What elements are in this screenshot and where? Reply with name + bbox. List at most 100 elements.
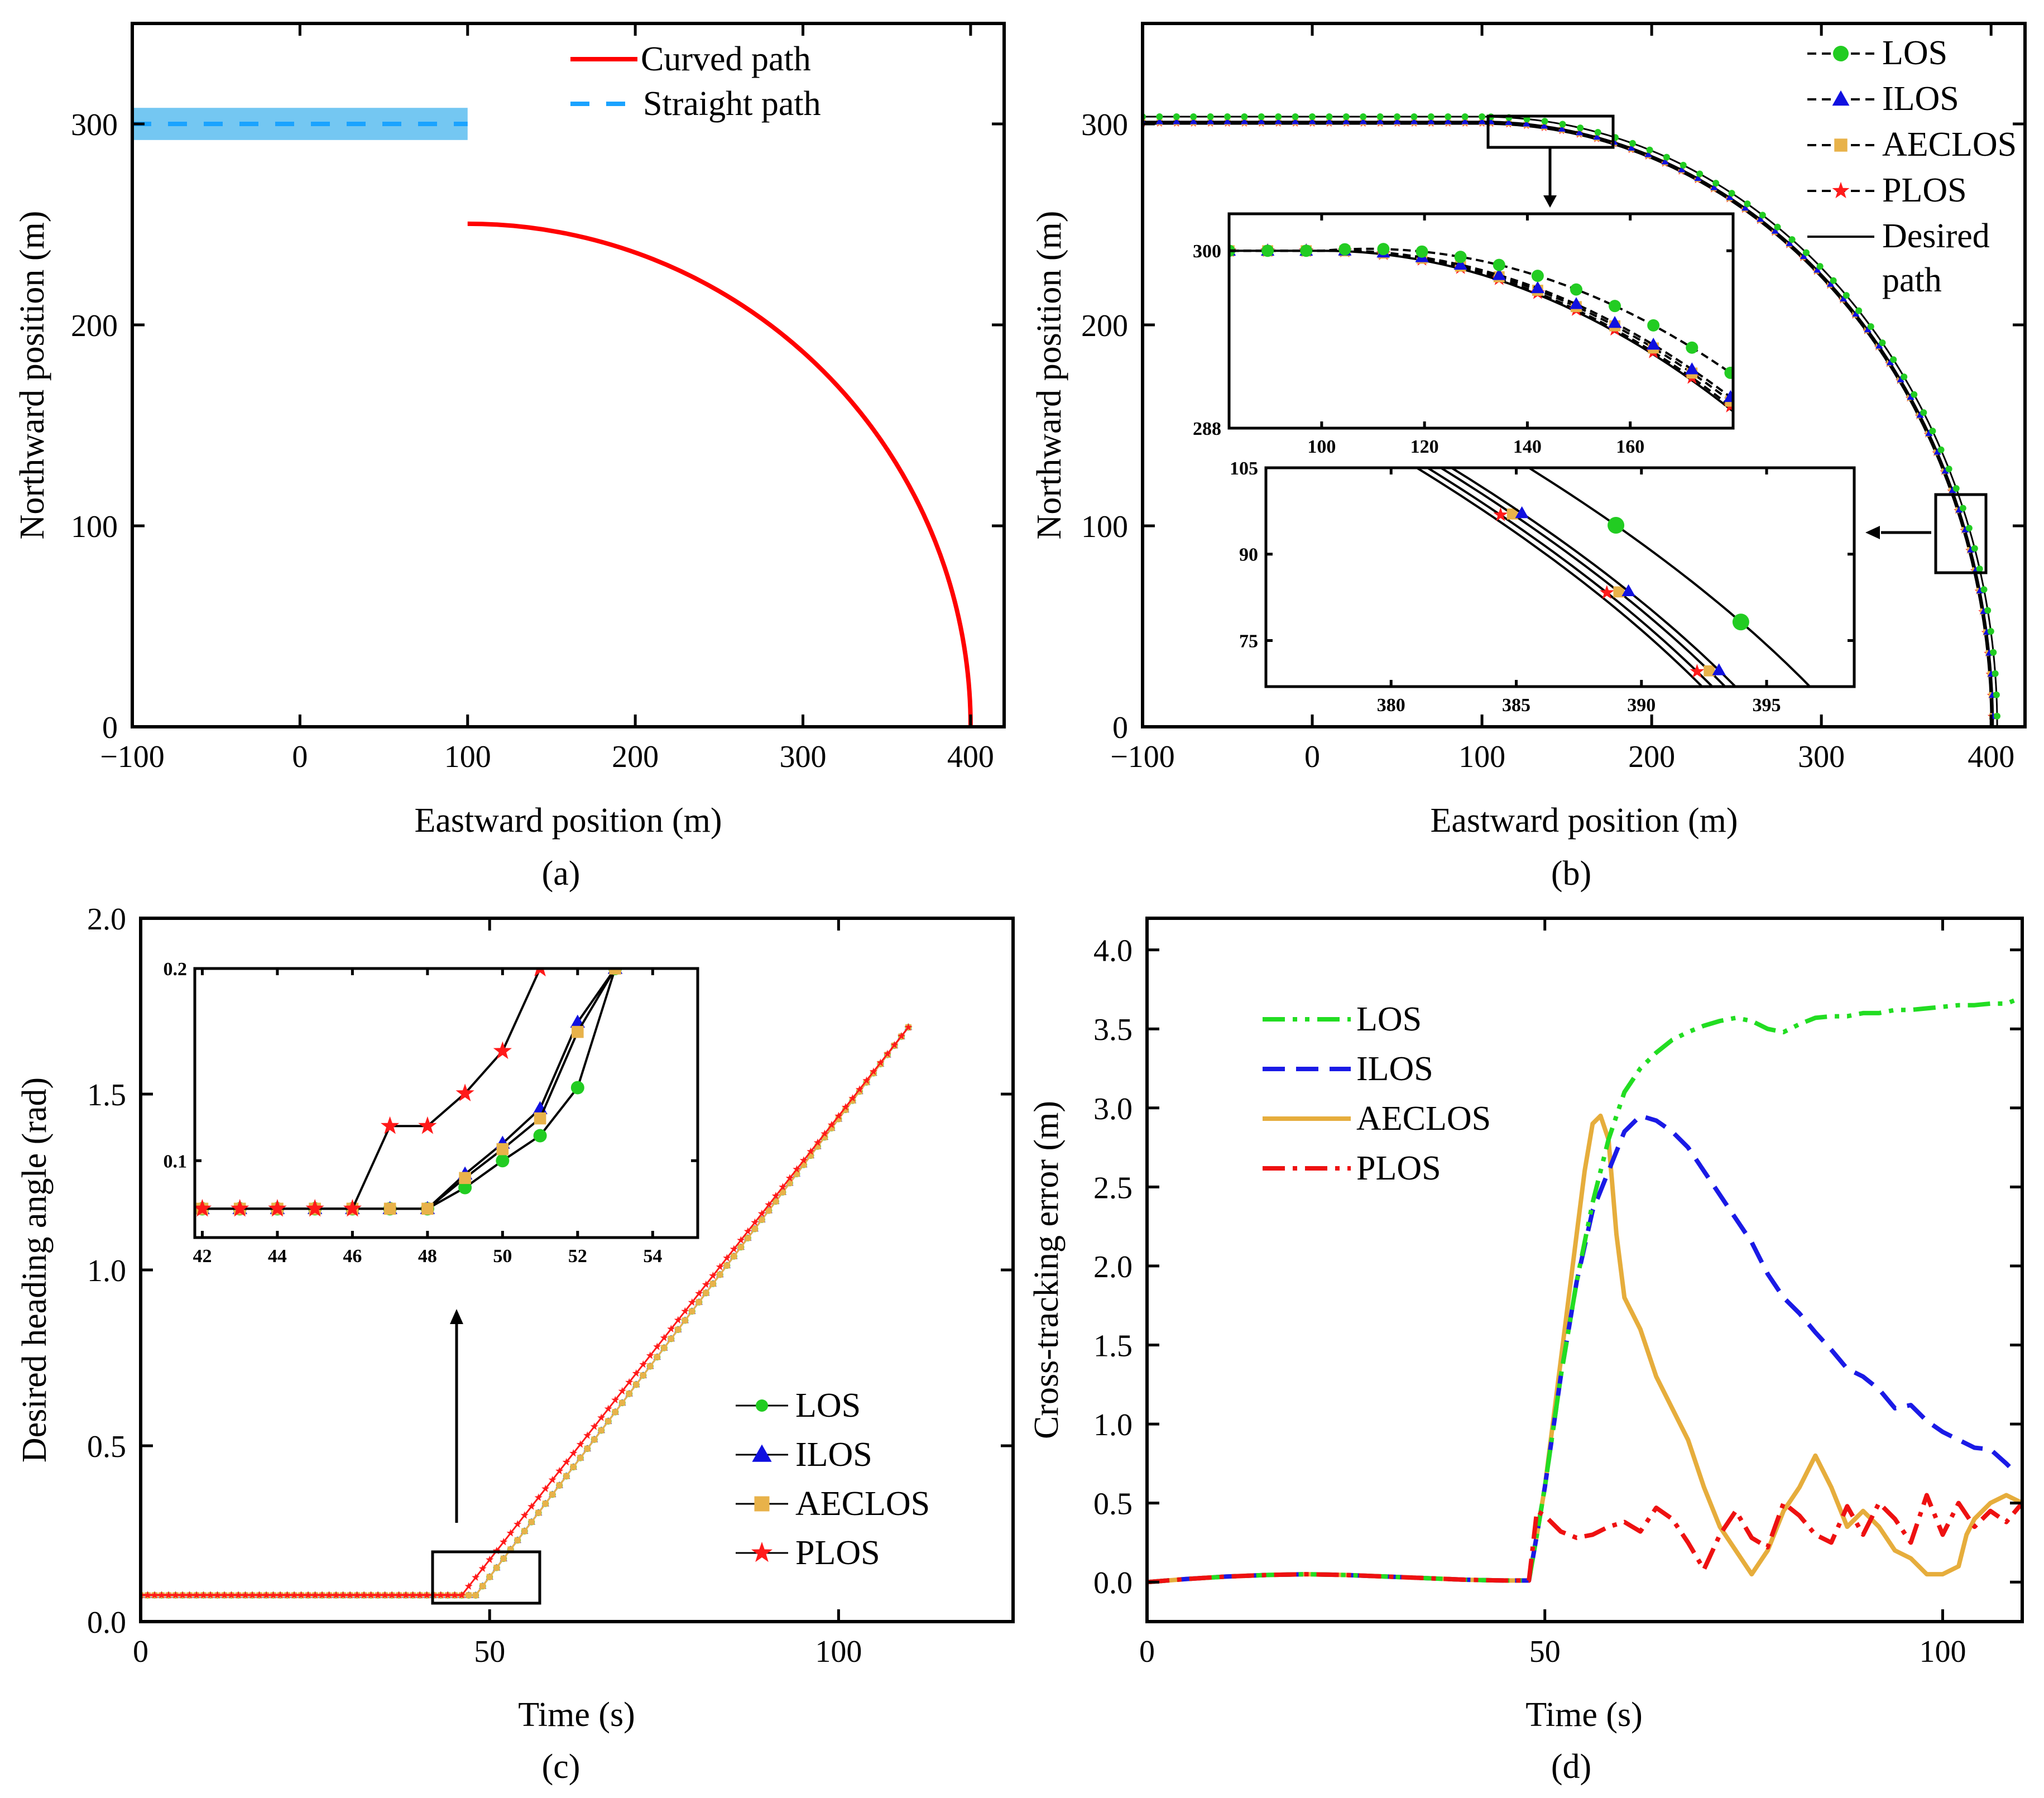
panel-d-plot-area <box>1147 995 2022 1585</box>
panel-c-marker-aeclos <box>828 1125 835 1131</box>
panel-c-marker-plos <box>604 1404 612 1412</box>
panel-c-marker-plos <box>395 1591 403 1599</box>
panel-b-marker-ilos <box>1840 295 1848 302</box>
inset-c-xtick-label: 54 <box>643 1246 662 1267</box>
panel-c-marker-plos <box>213 1591 222 1599</box>
panel-b-marker-los <box>1410 113 1418 121</box>
panel-c-ytick-label: 0.5 <box>87 1430 126 1464</box>
inset-bottom-xtick-label: 395 <box>1753 695 1781 716</box>
panel-c-marker-plos <box>241 1591 249 1599</box>
panel-c-marker-plos <box>667 1325 675 1332</box>
inset-bottom-marker-ilos <box>1515 506 1529 519</box>
panel-c-marker-aeclos <box>737 1244 744 1250</box>
inset-top-ytick-label: 288 <box>1193 419 1221 439</box>
legend-d-los-label: LOS <box>1356 1000 1422 1038</box>
panel-c-marker-plos <box>464 1582 473 1590</box>
panel-c-marker-aeclos <box>807 1152 814 1159</box>
panel-c-marker-aeclos <box>570 1464 577 1470</box>
panel-b-marker-ilos <box>1189 117 1197 124</box>
panel-b-caption: (b) <box>1551 855 1591 893</box>
panel-b-marker-los <box>1971 545 1978 552</box>
panel-b-marker-ilos <box>1308 117 1316 124</box>
panel-b-inset-top: 100 120 140 160 288 300 <box>1193 212 1735 457</box>
inset-bottom-border <box>1264 466 1856 688</box>
panel-a-xtick-label: 200 <box>612 740 659 774</box>
panel-b-marker-los <box>1867 323 1874 330</box>
panel-c-marker-plos <box>290 1591 299 1599</box>
panel-b-marker-ilos <box>1576 128 1584 136</box>
panel-b-legend: LOS ILOS AECLOS PLOS Desired path <box>1807 34 2017 299</box>
inset-c-marker-plos <box>343 1198 362 1217</box>
panel-b-marker-los <box>1890 356 1897 363</box>
panel-d-ytick-label: 0.0 <box>1093 1566 1133 1600</box>
inset-bottom-marker-aeclos <box>1704 665 1715 677</box>
panel-b-marker-los <box>1258 113 1265 121</box>
panel-b-marker-ilos <box>1949 486 1956 493</box>
legend-c-plos-label: PLOS <box>795 1534 880 1572</box>
panel-a-ytick-label: 300 <box>71 108 118 142</box>
panel-c-ytick-label: 2.0 <box>87 902 126 937</box>
panel-b-ytick-label: 200 <box>1081 309 1128 343</box>
panel-c-marker-aeclos <box>528 1519 535 1525</box>
inset-c-xtick-label: 44 <box>268 1246 287 1267</box>
panel-c-marker-aeclos <box>591 1436 598 1443</box>
panel-b-marker-los <box>1680 161 1687 169</box>
panel-c-marker-aeclos <box>647 1363 654 1369</box>
panel-b-marker-ilos <box>1864 325 1872 333</box>
inset-c-xtick-label: 48 <box>418 1246 437 1267</box>
legend-c-swatch-marker <box>756 1399 768 1412</box>
panel-c-marker-plos <box>660 1334 668 1341</box>
panel-c-marker-plos <box>562 1457 570 1466</box>
panel-b-marker-ilos <box>1593 133 1601 140</box>
inset-top-marker-ilos <box>1492 268 1506 280</box>
inset-top-marker-los <box>1609 300 1621 313</box>
inset-bottom-xtick-label: 380 <box>1377 695 1405 716</box>
panel-b-marker-los <box>1920 409 1927 416</box>
panel-c-marker-aeclos <box>759 1216 765 1223</box>
panel-c-marker-aeclos <box>836 1116 842 1122</box>
inset-c-marker-aeclos <box>421 1202 434 1215</box>
legend-straight-path-label: Straight path <box>643 85 821 123</box>
panel-b-xtick-label: 400 <box>1968 740 2014 774</box>
panel-c-marker-aeclos <box>773 1198 779 1205</box>
inset-bottom-marker-aeclos <box>1385 432 1396 443</box>
panel-c-marker-plos <box>283 1591 291 1599</box>
panel-c-marker-plos <box>514 1520 522 1528</box>
panel-d-ytick-label: 3.5 <box>1093 1013 1133 1047</box>
panel-c-marker-plos <box>500 1537 508 1546</box>
panel-b-marker-ilos <box>1741 204 1749 211</box>
inset-bottom-xtick-label: 390 <box>1627 695 1656 716</box>
panel-c-marker-aeclos <box>612 1409 618 1415</box>
panel-b-marker-los <box>1696 170 1704 178</box>
panel-b-marker-ilos <box>1240 117 1249 124</box>
panel-c-xlabel: Time (s) <box>518 1696 635 1734</box>
panel-b-xtick-label: −100 <box>1110 740 1175 774</box>
panel-a-ytick-label: 200 <box>71 309 118 343</box>
inset-bottom-marker-plos <box>1690 664 1705 678</box>
panel-c-marker-aeclos <box>821 1134 828 1140</box>
inset-bottom-marker-plos <box>1493 507 1508 521</box>
inset-c-marker-los <box>458 1181 472 1195</box>
panel-c-marker-aeclos <box>779 1189 786 1196</box>
inset-top-marker-ilos <box>1453 257 1467 270</box>
panel-b-marker-los <box>1855 307 1863 314</box>
panel-b-marker-los <box>1646 146 1653 154</box>
legend-b-ilos-label: ILOS <box>1882 80 1959 118</box>
inset-bottom-frame <box>1264 466 1856 688</box>
panel-b-marker-ilos <box>1852 310 1860 317</box>
panel-d-ytick-label: 0.5 <box>1093 1487 1133 1522</box>
inset-c-border <box>193 967 699 1239</box>
panel-c-zoom-marker <box>431 1550 541 1605</box>
panel-b-marker-ilos <box>1173 117 1181 124</box>
panel-b-zoom-arrowhead-right <box>1865 526 1880 539</box>
inset-c-marker-plos <box>231 1198 249 1217</box>
panel-b-marker-los <box>1326 113 1333 121</box>
panel-d-line-los <box>1147 995 2022 1585</box>
inset-c-line-plos <box>202 968 541 1210</box>
panel-b-marker-ilos <box>1444 117 1452 124</box>
panel-c-marker-plos <box>876 1058 885 1066</box>
panel-b-marker-los <box>1774 223 1781 231</box>
panel-d-ytick-label: 2.0 <box>1093 1250 1133 1284</box>
panel-d-ytick-label: 2.5 <box>1093 1171 1133 1205</box>
